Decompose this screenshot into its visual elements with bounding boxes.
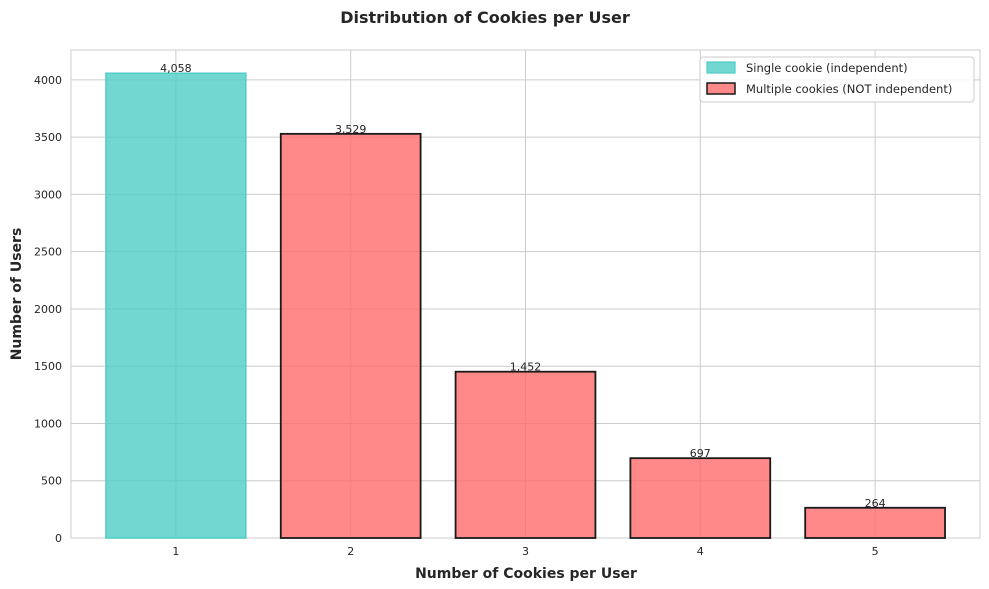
bar-1	[105, 72, 247, 539]
data-labels: 4,058 3,529 1,452 697 264	[160, 62, 885, 510]
bar-5	[804, 506, 946, 539]
chart-title: Distribution of Cookies per User	[340, 8, 630, 27]
x-tick-label: 5	[872, 545, 879, 558]
y-tick-label: 3000	[34, 188, 62, 201]
x-tick-label: 4	[697, 545, 704, 558]
x-tick-label: 2	[347, 545, 354, 558]
legend: Single cookie (independent) Multiple coo…	[699, 56, 975, 103]
y-tick-label: 2500	[34, 246, 62, 259]
y-tick-label: 1000	[34, 417, 62, 430]
legend-box	[699, 56, 975, 103]
tick-labels: 0 500 1000 1500 2000 2500 3000 3500 4000 1 2 3 4 5	[34, 74, 879, 558]
y-tick-label: 2000	[34, 303, 62, 316]
y-tick-label: 4000	[34, 74, 62, 87]
legend-label-multiple: Multiple cookies (NOT independent)	[746, 82, 952, 96]
y-tick-label: 500	[41, 475, 62, 488]
bar-4	[629, 457, 772, 539]
bar-2	[279, 132, 422, 539]
legend-swatch-multiple	[706, 82, 736, 95]
x-tick-label: 3	[522, 545, 529, 558]
bar-value-label: 4,058	[160, 62, 192, 75]
y-tick-label: 3500	[34, 131, 62, 144]
bar-3	[454, 370, 597, 539]
bars	[105, 72, 946, 539]
bar-value-label: 697	[690, 447, 711, 460]
bar-value-label: 264	[865, 497, 886, 510]
y-tick-label: 1500	[34, 360, 62, 373]
x-tick-label: 1	[172, 545, 179, 558]
y-tick-label: 0	[55, 532, 62, 545]
legend-label-single: Single cookie (independent)	[746, 61, 908, 75]
legend-swatch-single	[706, 61, 736, 74]
bar-value-label: 3,529	[335, 123, 367, 136]
y-axis-label: Number of Users	[9, 228, 25, 361]
x-axis-label: Number of Cookies per User	[415, 566, 637, 582]
bar-value-label: 1,452	[510, 361, 542, 374]
